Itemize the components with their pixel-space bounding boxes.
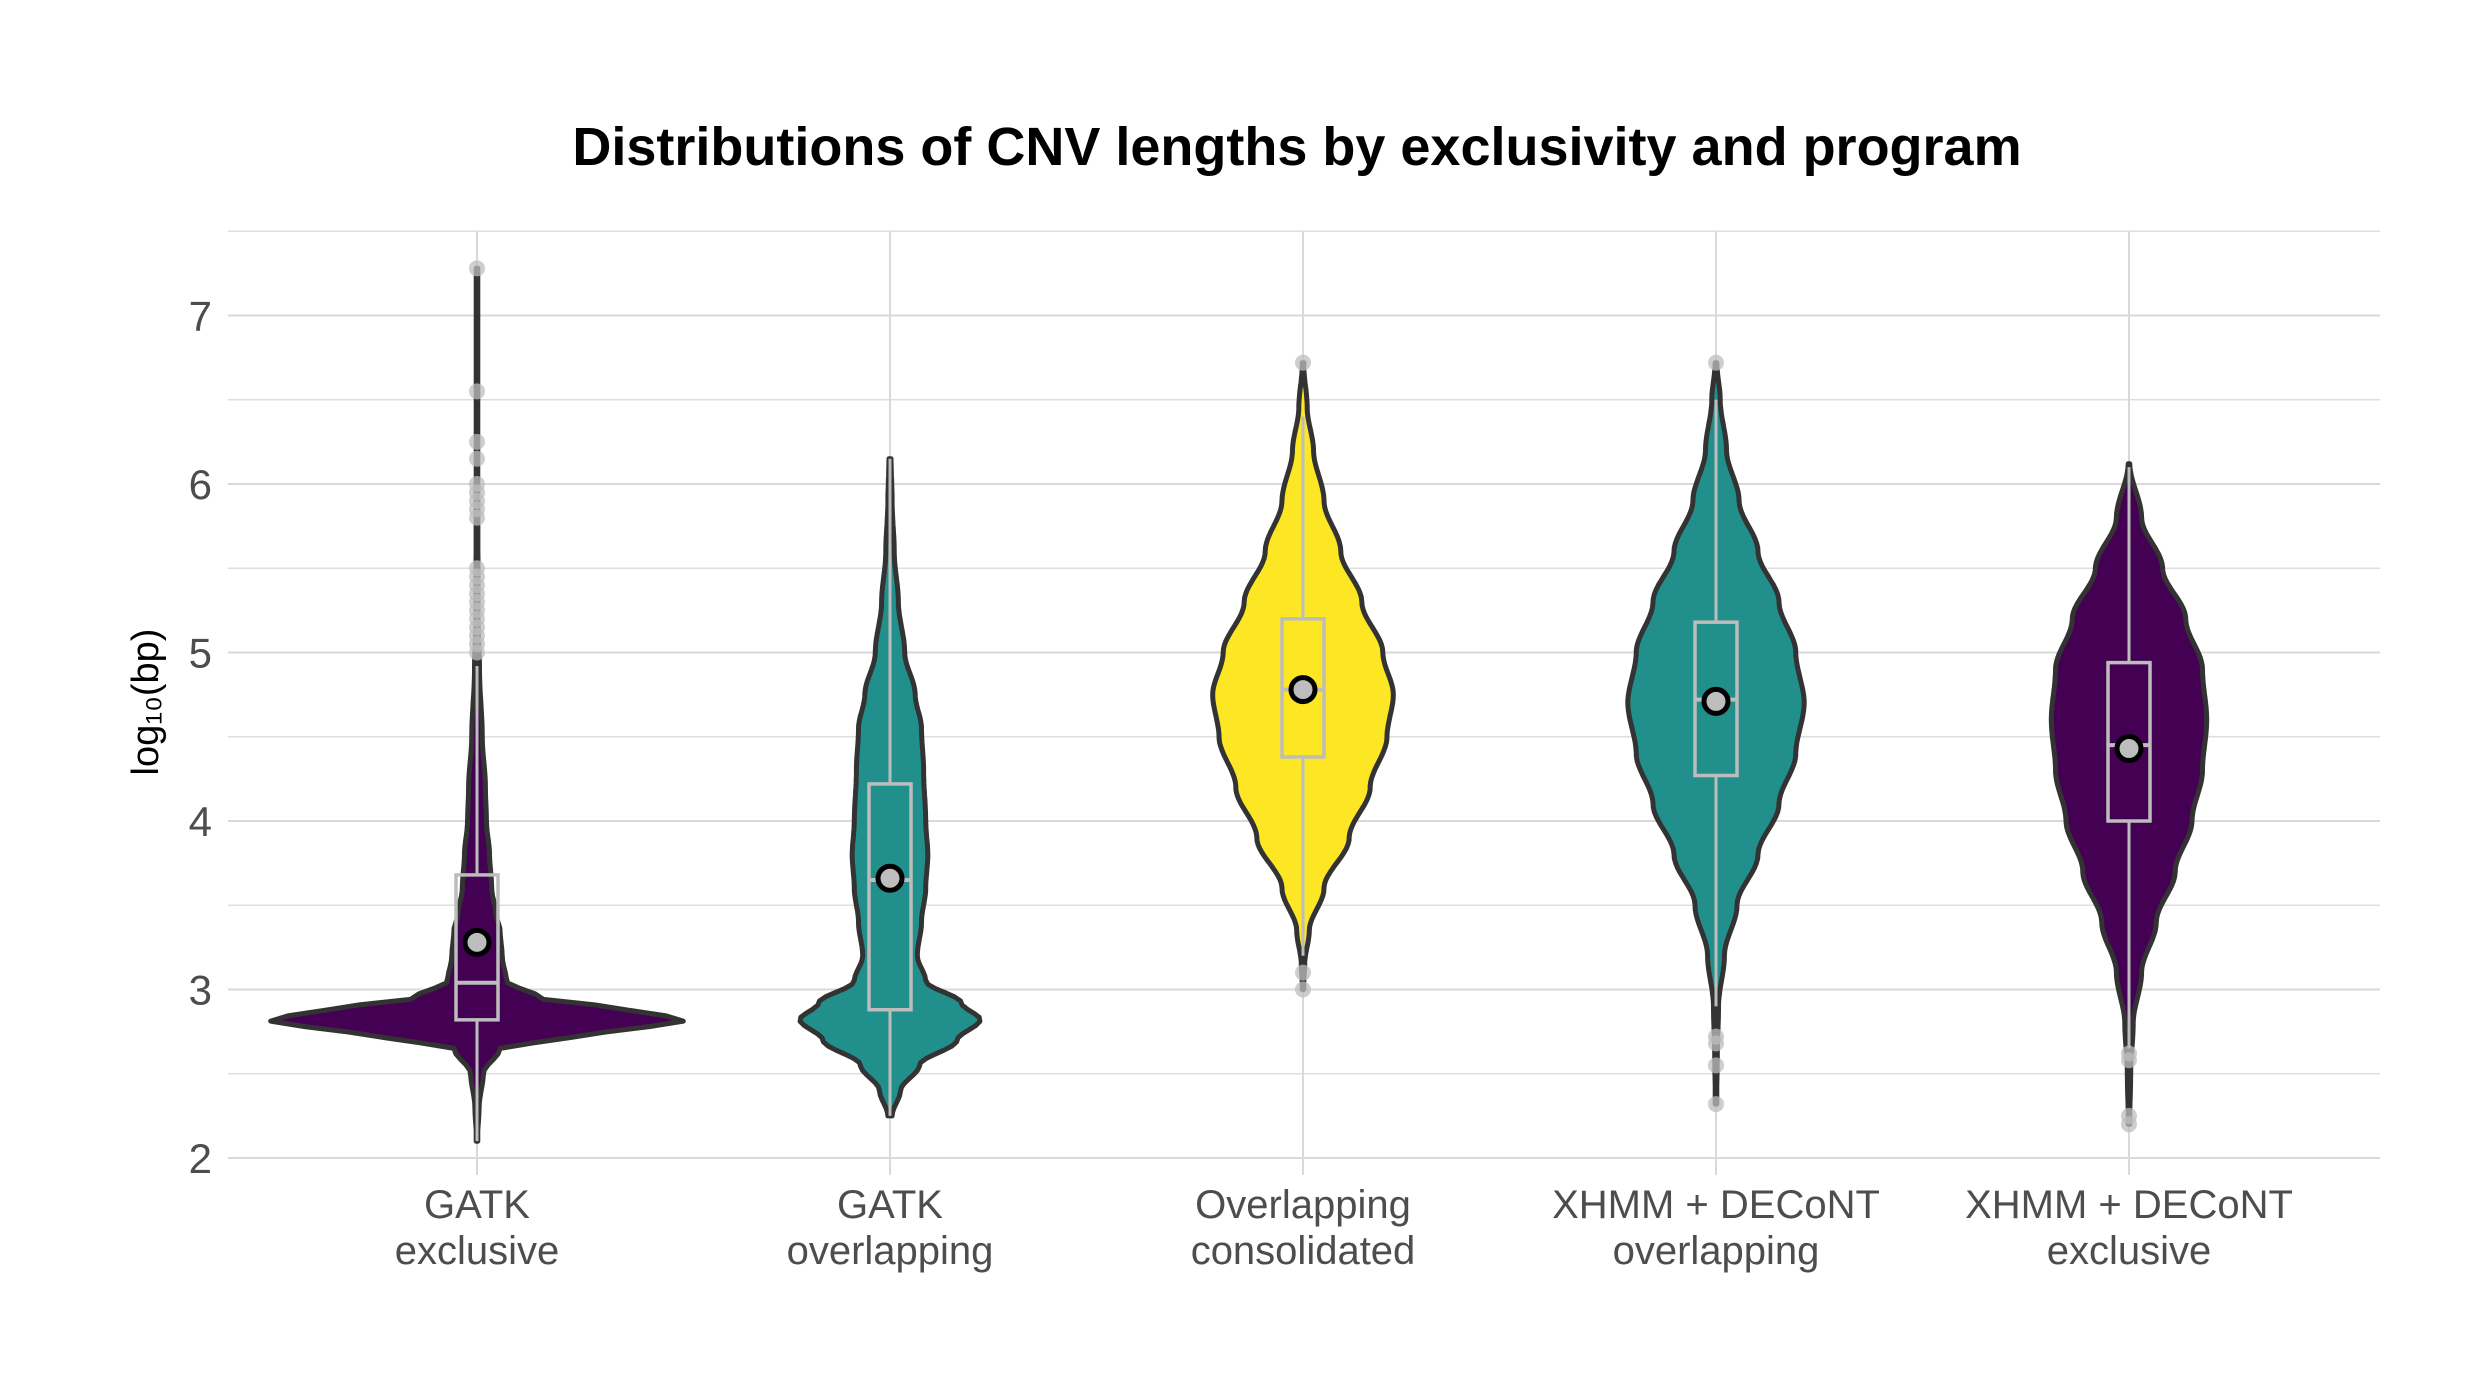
iqr-box — [454, 873, 500, 1022]
mean-marker — [2114, 734, 2144, 764]
outlier-point — [1708, 1096, 1724, 1113]
x-tick-label-line2: overlapping — [787, 1229, 994, 1273]
violin-body — [797, 456, 983, 1119]
violin-body — [2048, 461, 2210, 1127]
outlier-point — [1295, 964, 1311, 981]
mean-marker — [875, 863, 905, 893]
outlier-point — [2121, 1107, 2137, 1124]
y-tick-label: 5 — [189, 630, 212, 677]
x-tick-label-line1: GATK — [837, 1183, 943, 1227]
outlier-point — [469, 383, 485, 400]
outlier-point — [1708, 1057, 1724, 1074]
outlier-point — [469, 560, 485, 577]
x-tick-label-line1: XHMM + DECoNT — [1552, 1183, 1880, 1227]
chart-title: Distributions of CNV lengths by exclusiv… — [572, 117, 2021, 177]
axis-layer: 234567GATKexclusiveGATKoverlappingOverla… — [189, 293, 2293, 1274]
x-tick-label-line1: GATK — [424, 1183, 530, 1227]
x-tick-label-line2: consolidated — [1191, 1229, 1416, 1273]
mean-marker — [1288, 675, 1318, 705]
violin-layer — [268, 265, 2210, 1144]
y-tick-label: 3 — [189, 967, 212, 1014]
outlier-point — [469, 450, 485, 467]
y-axis-label: log₁₀(bp) — [125, 629, 167, 776]
outlier-point — [1295, 354, 1311, 371]
y-tick-label: 6 — [189, 461, 212, 508]
y-tick-label: 4 — [189, 798, 212, 845]
outlier-point — [1708, 1028, 1724, 1045]
mean-marker — [462, 927, 492, 957]
outlier-point — [469, 260, 485, 277]
x-tick-label-line1: Overlapping — [1195, 1183, 1411, 1227]
outlier-point — [469, 433, 485, 450]
iqr-box — [2106, 660, 2152, 823]
mean-marker — [1701, 686, 1731, 716]
iqr-box — [867, 782, 913, 1012]
outlier-point — [2121, 1045, 2137, 1062]
x-tick-label-line2: overlapping — [1613, 1229, 1820, 1273]
y-tick-label: 7 — [189, 293, 212, 340]
x-tick-label-line1: XHMM + DECoNT — [1965, 1183, 2293, 1227]
outlier-point — [1708, 354, 1724, 371]
outlier-point — [469, 476, 485, 492]
y-tick-label: 2 — [189, 1135, 212, 1182]
x-tick-label-line2: exclusive — [2047, 1229, 2212, 1273]
x-tick-label-line2: exclusive — [395, 1229, 560, 1273]
outlier-point — [1295, 981, 1311, 998]
point-layer — [462, 260, 2144, 1133]
